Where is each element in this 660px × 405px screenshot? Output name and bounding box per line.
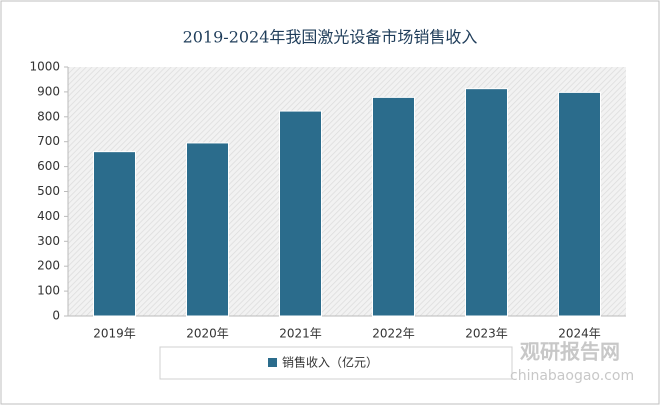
x-tick-label: 2021年	[279, 327, 322, 341]
x-tick-label: 2019年	[93, 327, 136, 341]
chart-title: 2019-2024年我国激光设备市场销售收入	[183, 28, 478, 47]
bar	[93, 151, 136, 317]
y-tick-label: 600	[37, 159, 60, 173]
x-tick-label: 2020年	[186, 327, 229, 341]
watermark-url: chinabaogao.com	[510, 368, 634, 384]
y-tick-label: 200	[37, 259, 60, 273]
bar	[279, 110, 322, 317]
x-tick-label: 2024年	[558, 327, 601, 341]
y-tick-label: 1000	[29, 60, 60, 74]
legend	[159, 346, 513, 380]
y-tick-label: 0	[52, 309, 60, 323]
bar	[558, 91, 601, 317]
legend-label: 销售收入（亿元）	[282, 355, 378, 370]
legend-swatch	[268, 358, 277, 367]
y-tick-label: 500	[37, 184, 60, 198]
watermark-name: 观研报告网	[520, 340, 620, 364]
y-tick-label: 800	[37, 109, 60, 123]
bar	[465, 88, 508, 317]
x-tick-label: 2023年	[465, 327, 508, 341]
bar	[186, 142, 229, 317]
y-tick-label: 100	[37, 284, 60, 298]
y-tick-label: 700	[37, 134, 60, 148]
bar	[372, 96, 415, 317]
plot-area	[68, 67, 626, 316]
y-tick-label: 900	[37, 84, 60, 98]
x-tick-label: 2022年	[372, 327, 415, 341]
y-tick-label: 300	[37, 234, 60, 248]
y-tick-label: 400	[37, 209, 60, 223]
